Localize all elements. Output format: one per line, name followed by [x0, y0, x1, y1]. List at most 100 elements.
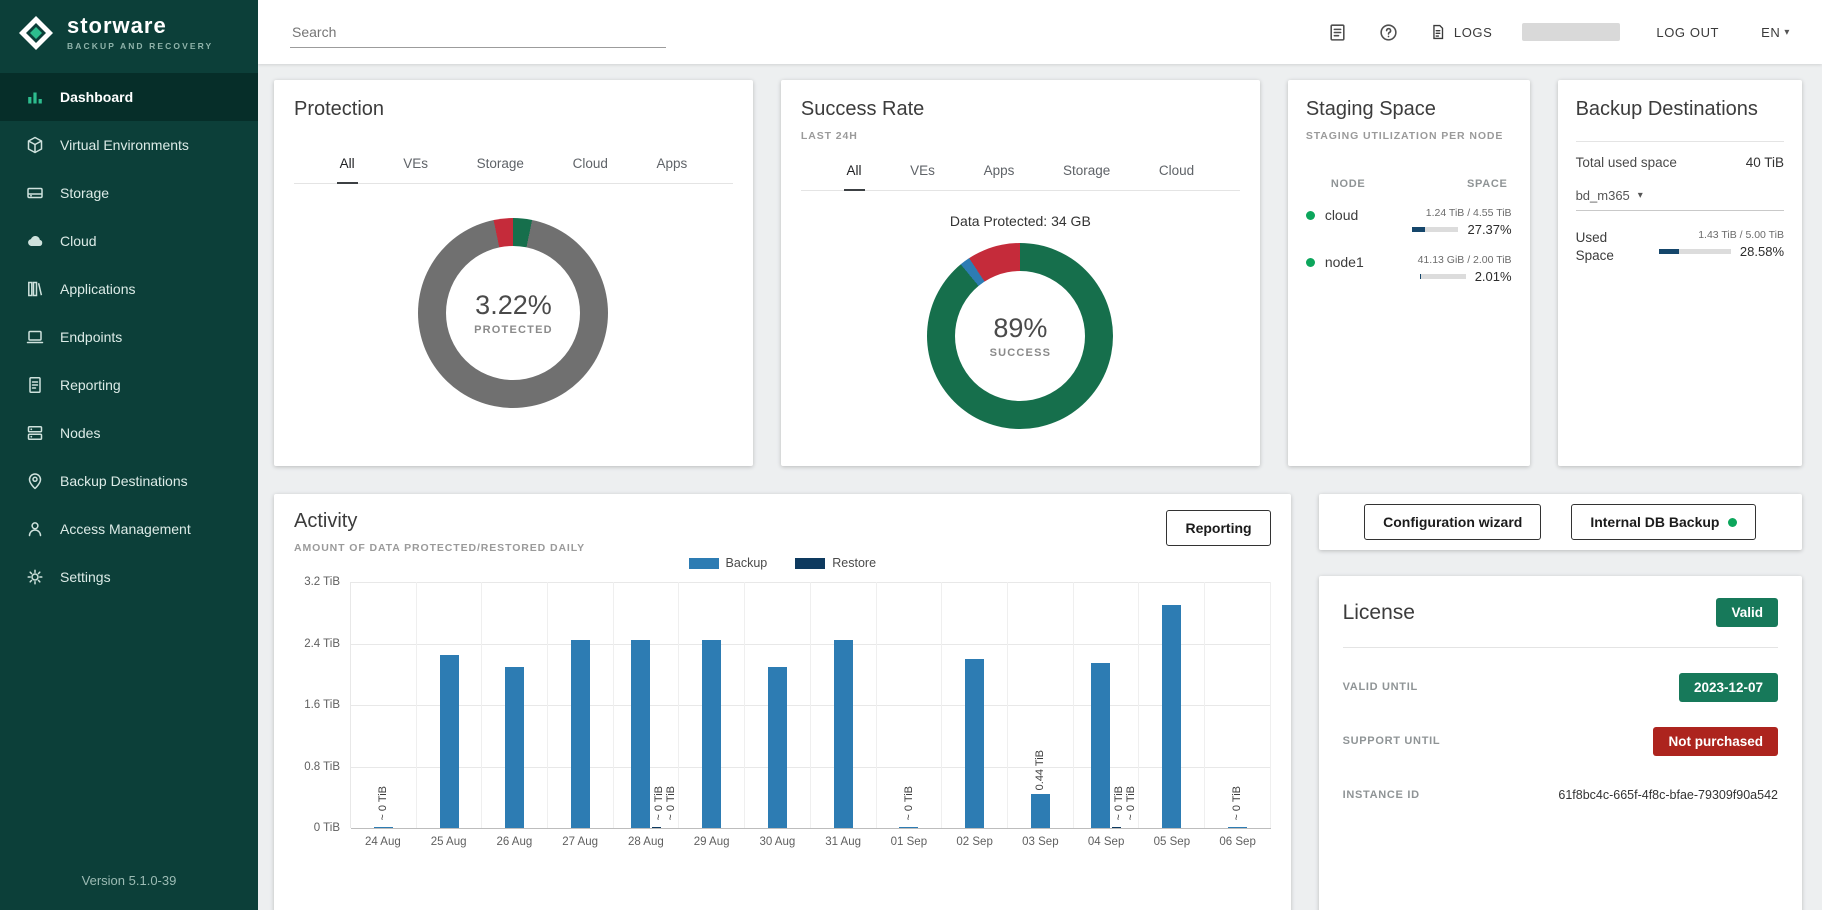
topbar: LOGS LOG OUT EN ▾ [258, 0, 1822, 64]
staging-table-header: NODE SPACE [1306, 178, 1512, 190]
search-input[interactable] [290, 16, 666, 48]
protection-card: Protection All VEs Storage Cloud Apps 3.… [274, 80, 753, 466]
sidebar-item-nodes[interactable]: Nodes [0, 409, 258, 457]
tab-all[interactable]: All [336, 147, 358, 184]
node-space-progressbar [1419, 274, 1466, 279]
success-rate-tabs: All VEs Apps Storage Cloud [800, 154, 1240, 191]
logout-button[interactable]: LOG OUT [1650, 24, 1725, 41]
main-content: Protection All VEs Storage Cloud Apps 3.… [258, 64, 1822, 910]
protection-percent: 3.22% [475, 290, 552, 320]
sidebar-item-label: Cloud [60, 233, 97, 249]
staging-space-card: Staging Space STAGING UTILIZATION PER NO… [1287, 80, 1530, 466]
cloud-icon [24, 231, 45, 252]
activity-bar-chart: 3.2 TiB 2.4 TiB 1.6 TiB 0.8 TiB 0 TiB ~ 0 Ti… [294, 576, 1271, 848]
sidebar-item-virtual-environments[interactable]: Virtual Environments [0, 121, 258, 169]
success-rate-card: Success Rate LAST 24H All VEs Apps Stora… [780, 80, 1260, 466]
support-until-label: SUPPORT UNTIL [1342, 735, 1441, 747]
logs-icon [1429, 23, 1447, 41]
version-label: Version 5.1.0-39 [81, 873, 177, 888]
restore-legend-label: Restore [832, 556, 877, 570]
support-until-badge: Not purchased [1653, 726, 1778, 756]
internal-db-backup-button[interactable]: Internal DB Backup [1571, 504, 1757, 540]
language-dropdown[interactable]: EN ▾ [1755, 24, 1796, 41]
used-space-progressbar [1658, 249, 1731, 254]
staging-subtitle: STAGING UTILIZATION PER NODE [1305, 130, 1504, 142]
sidebar-item-label: Settings [60, 569, 111, 585]
chevron-down-icon: ▾ [1784, 26, 1790, 38]
actions-card: Configuration wizard Internal DB Backup [1318, 494, 1802, 550]
activity-card: Activity AMOUNT OF DATA PROTECTED/RESTOR… [274, 494, 1291, 910]
success-percent: 89% [993, 313, 1048, 343]
tasks-icon[interactable] [1327, 22, 1348, 43]
sidebar-item-dashboard[interactable]: Dashboard [0, 73, 258, 121]
sidebar-item-reporting[interactable]: Reporting [0, 361, 258, 409]
staging-row: node1 41.13 GiB / 2.00 TiB 2.01% [1305, 254, 1512, 284]
sidebar-item-label: Backup Destinations [60, 473, 188, 489]
backup-destinations-icon [24, 471, 45, 492]
sidebar-item-label: Dashboard [60, 89, 134, 105]
tab-apps[interactable]: Apps [656, 156, 688, 171]
license-card: License Valid VALID UNTIL 2023-12-07 SUP… [1318, 576, 1802, 910]
configuration-wizard-button[interactable]: Configuration wizard [1364, 504, 1542, 540]
sidebar-item-settings[interactable]: Settings [0, 553, 258, 601]
node-name: cloud [1324, 207, 1359, 223]
sidebar-item-backup-destinations[interactable]: Backup Destinations [0, 457, 258, 505]
tab-storage[interactable]: Storage [476, 156, 524, 171]
activity-title: Activity [294, 510, 358, 532]
brand: storware BACKUP AND RECOVERY [0, 0, 258, 65]
protection-center-label: PROTECTED [474, 324, 553, 336]
access-management-icon [24, 519, 45, 540]
protection-title: Protection [294, 98, 385, 120]
tab-cloud[interactable]: Cloud [572, 156, 608, 171]
tab-all[interactable]: All [843, 154, 865, 191]
chevron-down-icon: ▾ [1637, 190, 1643, 201]
restore-legend-swatch [795, 557, 826, 569]
data-protected-label: Data Protected: 34 GB [949, 213, 1091, 229]
sidebar-item-access-management[interactable]: Access Management [0, 505, 258, 553]
node-space-percent: 27.37% [1467, 222, 1512, 237]
status-dot [1728, 517, 1738, 527]
total-used-space-value: 40 TiB [1745, 155, 1784, 170]
used-space-percent: 28.58% [1739, 244, 1784, 259]
storage-icon [24, 183, 45, 204]
node-space-progressbar [1412, 227, 1459, 232]
destination-select[interactable]: bd_m365 ▾ [1575, 188, 1784, 211]
username-redacted[interactable] [1522, 23, 1621, 41]
logs-button[interactable]: LOGS [1429, 23, 1493, 41]
sidebar-item-applications[interactable]: Applications [0, 265, 258, 313]
brand-name: storware [67, 13, 167, 38]
settings-icon [24, 567, 45, 588]
tab-ves[interactable]: VEs [403, 156, 429, 171]
reporting-button[interactable]: Reporting [1166, 510, 1271, 546]
tab-apps[interactable]: Apps [983, 163, 1015, 178]
node-status-dot [1305, 257, 1315, 267]
help-icon[interactable] [1378, 22, 1399, 43]
reporting-icon [24, 375, 45, 396]
divider [1575, 141, 1784, 142]
dashboard-icon [24, 87, 45, 108]
endpoints-icon [24, 327, 45, 348]
valid-until-badge: 2023-12-07 [1678, 672, 1778, 702]
used-space-fraction: 1.43 TiB / 5.00 TiB [1698, 229, 1784, 241]
node-space-fraction: 41.13 GiB / 2.00 TiB [1417, 254, 1512, 266]
sidebar-nav: Dashboard Virtual Environments Storage [0, 73, 258, 601]
backup-legend-swatch [688, 557, 719, 569]
activity-subtitle: AMOUNT OF DATA PROTECTED/RESTORED DAILY [294, 542, 585, 554]
valid-until-label: VALID UNTIL [1342, 681, 1418, 693]
sidebar-item-cloud[interactable]: Cloud [0, 217, 258, 265]
storware-logo-icon [16, 13, 56, 53]
sidebar-item-endpoints[interactable]: Endpoints [0, 313, 258, 361]
backup-destinations-card: Backup Destinations Total used space 40 … [1557, 80, 1802, 466]
tab-cloud[interactable]: Cloud [1158, 163, 1195, 178]
column-space: SPACE [1466, 178, 1508, 190]
used-space-label: Used Space [1575, 230, 1614, 264]
total-used-space-label: Total used space [1575, 155, 1677, 170]
sidebar-item-label: Endpoints [60, 329, 123, 345]
tab-storage[interactable]: Storage [1062, 163, 1111, 178]
node-space-percent: 2.01% [1474, 269, 1512, 284]
sidebar-item-storage[interactable]: Storage [0, 169, 258, 217]
brand-tagline: BACKUP AND RECOVERY [67, 41, 214, 51]
chart-legend: Backup Restore [294, 556, 1271, 570]
staging-title: Staging Space [1305, 98, 1436, 120]
tab-ves[interactable]: VEs [910, 163, 935, 178]
